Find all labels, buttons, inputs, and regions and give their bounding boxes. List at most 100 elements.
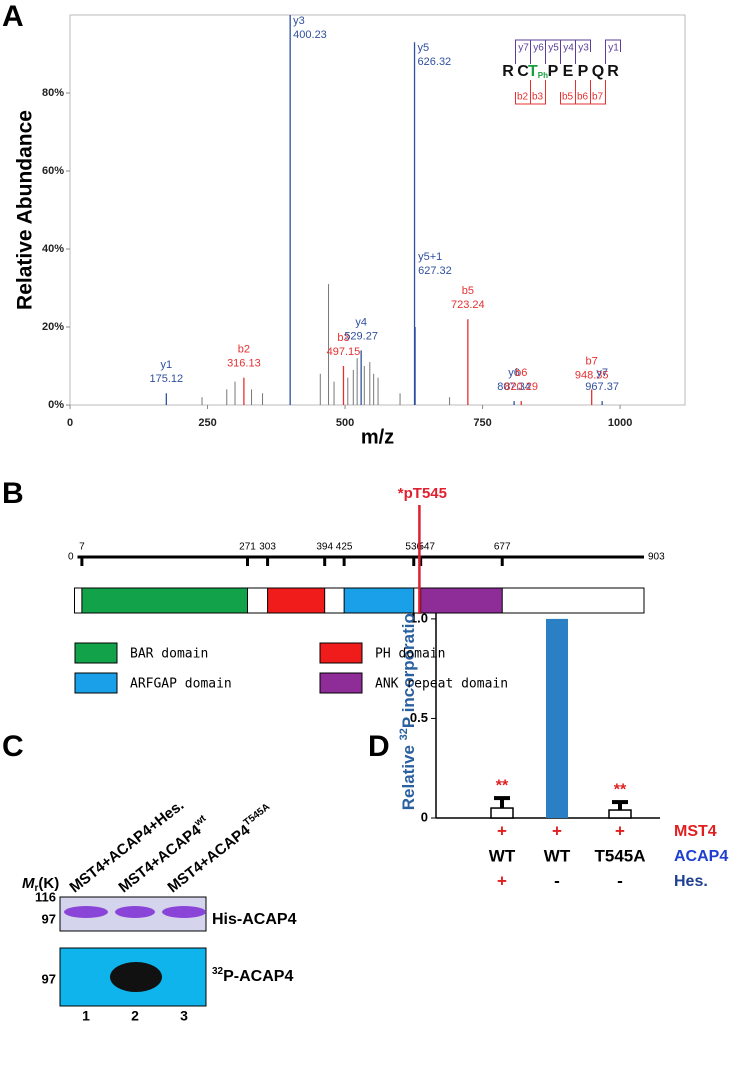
peak-mz: 175.12 (150, 373, 184, 385)
significance: ** (614, 781, 627, 798)
residue-letter: P (548, 63, 559, 80)
legend-label: PH domain (375, 647, 445, 662)
legend-label: BAR domain (130, 647, 208, 662)
bar (546, 618, 568, 818)
b-ion: b6 (577, 92, 589, 103)
residue: P (578, 63, 589, 80)
x-tick-label: 0 (67, 417, 73, 429)
band (115, 906, 155, 918)
bar (608, 809, 632, 819)
peak-name: y3 (293, 15, 305, 27)
y-ion: y5 (548, 43, 559, 54)
lane-number: 2 (131, 1008, 139, 1024)
y-ion: y6 (533, 43, 544, 54)
peak-name: b2 (238, 344, 250, 356)
lane-text: MST4+ACAP4 (115, 821, 204, 896)
legend-swatch (319, 642, 363, 664)
peak-mz: 807.34 (497, 381, 531, 393)
residue: P (548, 63, 559, 80)
y-label-sup: 32 (398, 728, 410, 740)
y-axis-label: Relative 32P incorporation (398, 603, 419, 811)
y-label-pre: Relative (399, 740, 418, 810)
lane-number: 1 (82, 1008, 90, 1024)
ruler-min: 0 (68, 552, 74, 563)
y-ion-bracket (605, 39, 621, 64)
legend-swatch (319, 672, 363, 694)
b-ion: b7 (592, 92, 604, 103)
condition-cell: + (552, 821, 562, 840)
y-ion: y3 (578, 43, 589, 54)
peak-name: y4 (355, 316, 367, 328)
ruler-tick-label: 394 (316, 542, 333, 553)
y-label-post: P incorporation (399, 603, 418, 728)
row-text: His-ACAP4 (212, 911, 297, 928)
x-axis-label: m/z (361, 426, 394, 448)
peak-name: y1 (161, 359, 173, 371)
marker: 97 (42, 911, 56, 926)
peak-mz: 627.32 (418, 265, 452, 277)
condition-cell: - (554, 871, 560, 890)
marker: 116 (35, 889, 56, 904)
row-sup: 32 (212, 966, 224, 977)
y-axis-label: Relative Abundance (14, 110, 37, 310)
ruler-max: 903 (648, 552, 665, 563)
condition-cell: + (497, 821, 507, 840)
peak-mz: 400.23 (293, 29, 327, 41)
condition-cell: WT (544, 846, 571, 865)
y-ion: y4 (563, 43, 574, 54)
condition-cell: + (497, 871, 507, 890)
residue-letter: R (607, 63, 619, 80)
significance: ** (496, 777, 509, 794)
panel-label: A (2, 0, 24, 33)
ruler-tick-label: 547 (418, 542, 435, 553)
band (162, 906, 206, 918)
residue: C (517, 63, 529, 80)
residue-letter: Q (592, 63, 604, 80)
legend-swatch (74, 642, 118, 664)
condition-cell: + (615, 821, 625, 840)
residue-letter: P (578, 63, 589, 80)
row-label: His-ACAP4 (212, 911, 297, 928)
y-tick-label: 0% (48, 399, 64, 411)
ruler-tick-label: 536 (405, 542, 422, 553)
y-ion: y7 (518, 43, 529, 54)
condition-name: Hes. (674, 873, 708, 890)
peak-name: y6 (508, 367, 520, 379)
ruler-tick-label: 677 (494, 542, 511, 553)
residue: R (607, 63, 619, 80)
y-tick-label: 80% (42, 87, 64, 99)
b-ion-bracket (590, 80, 606, 105)
legend-label: ARFGAP domain (130, 677, 232, 692)
domain (343, 587, 415, 614)
x-tick-label: 750 (473, 417, 491, 429)
band (110, 962, 162, 992)
domain (267, 587, 326, 614)
mr-sub: r (35, 883, 39, 894)
peak-mz: 316.13 (227, 358, 261, 370)
condition-cell: - (617, 871, 623, 890)
lane-number: 3 (180, 1008, 188, 1024)
ruler-tick-label: 303 (259, 542, 276, 553)
mr: M (22, 875, 35, 892)
x-tick-label: 500 (336, 417, 354, 429)
ruler-tick-label: 425 (336, 542, 353, 553)
peak-mz: 967.37 (585, 381, 619, 393)
peak-mz: 948.35 (575, 369, 609, 381)
peak-mz: 820.29 (504, 381, 538, 393)
panel-label: C (2, 730, 24, 763)
peak-name: y5 (418, 42, 430, 54)
y-tick-label: 0.5 (410, 710, 428, 725)
row-label: 32P-ACAP4 (212, 966, 293, 986)
peak-mz: 723.24 (451, 299, 485, 311)
residue: Q (592, 63, 604, 80)
y-tick-label: 60% (42, 165, 64, 177)
y-tick-label: 40% (42, 243, 64, 255)
y-ion-bracket (575, 39, 591, 64)
bar (490, 807, 514, 819)
y-tick-label: 0 (421, 809, 428, 824)
modification: Ph (538, 71, 548, 80)
peak-name: b5 (462, 285, 474, 297)
peak-name: b7 (586, 355, 598, 367)
peak-name: y5+1 (418, 251, 442, 263)
peak-name: b3 (337, 332, 349, 344)
